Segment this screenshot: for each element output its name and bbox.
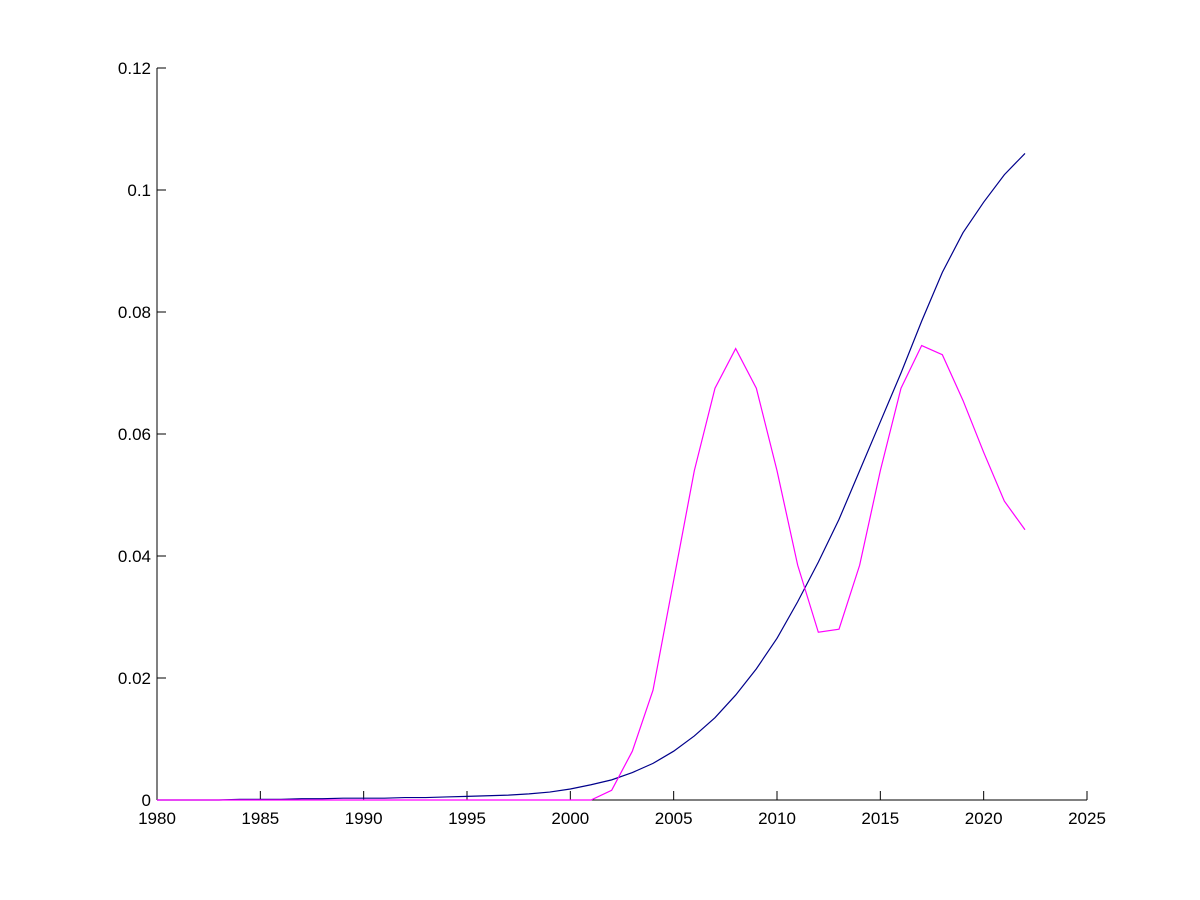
x-tick-label: 2015: [861, 809, 899, 828]
y-tick-label: 0.12: [118, 59, 151, 78]
y-tick-label: 0.04: [118, 547, 151, 566]
y-tick-label: 0.06: [118, 425, 151, 444]
x-tick-label: 2000: [551, 809, 589, 828]
x-tick-label: 2025: [1068, 809, 1106, 828]
y-tick-label: 0: [142, 791, 151, 810]
y-tick-label: 0.1: [127, 181, 151, 200]
x-tick-label: 1980: [138, 809, 176, 828]
x-tick-label: 1990: [345, 809, 383, 828]
series-line: [157, 344, 1026, 801]
x-tick-label: 2010: [758, 809, 796, 828]
x-tick-label: 1995: [448, 809, 486, 828]
y-tick-label: 0.02: [118, 669, 151, 688]
x-tick-label: 2005: [655, 809, 693, 828]
x-tick-label: 1985: [241, 809, 279, 828]
y-tick-label: 0.08: [118, 303, 151, 322]
x-tick-label: 2020: [965, 809, 1003, 828]
series-line: [157, 152, 1026, 801]
